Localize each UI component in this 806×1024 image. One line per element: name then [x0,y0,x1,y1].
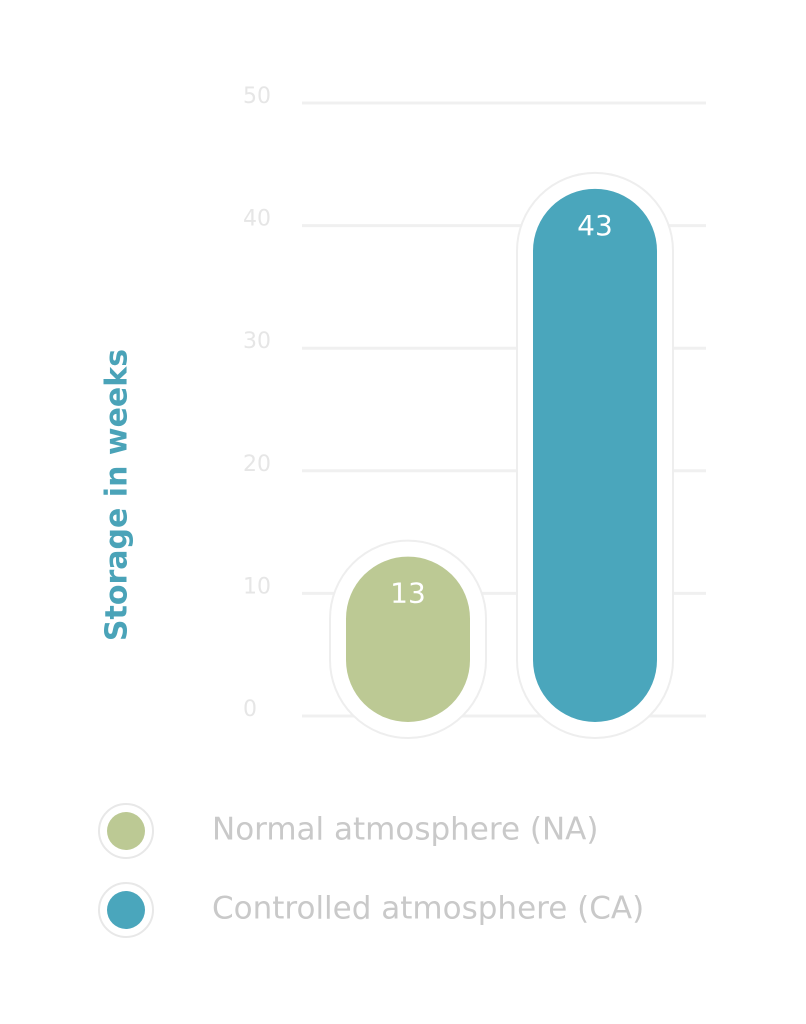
y-tick-label: 20 [243,452,271,477]
y-tick-label: 50 [243,84,271,109]
value-label: 43 [577,209,613,242]
y-tick-label: 30 [243,329,271,354]
legend-swatch [107,812,145,850]
bar [533,188,657,722]
value-label: 13 [390,577,426,610]
legend-swatch [107,891,145,929]
legend-label: Normal atmosphere (NA) [212,812,598,848]
legend-label: Controlled atmosphere (CA) [212,891,644,927]
y-tick-label: 0 [243,697,257,722]
y-tick-label: 10 [243,574,271,599]
y-axis-label: Storage in weeks [100,349,135,641]
y-tick-label: 40 [243,207,271,232]
bar [346,556,470,722]
